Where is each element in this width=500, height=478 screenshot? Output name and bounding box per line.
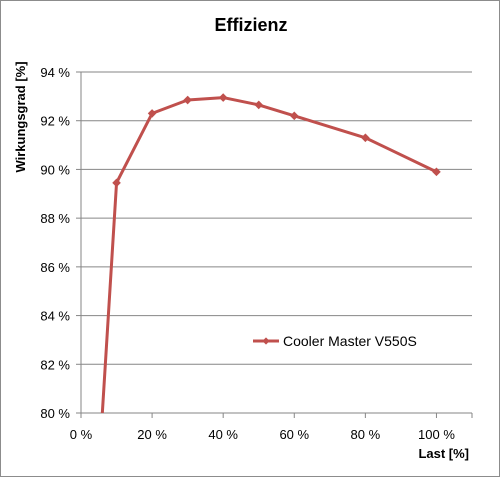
legend-label: Cooler Master V550S [283,333,417,349]
y-tick-label: 84 % [40,309,70,324]
tick-labels: 80 % 82 % 84 % 86 % 88 % 90 % 92 % 94 % 0 % 20 % 4… [40,65,455,442]
data-point [289,111,299,121]
y-axis-title: Wirkungsgrad [%] [13,61,28,172]
x-tick-label: 80 % [351,427,381,442]
x-tick-label: 20 % [137,427,167,442]
data-point [147,109,157,118]
x-tick-label: 40 % [208,427,238,442]
y-tick-label: 94 % [40,65,70,80]
data-point [361,133,370,143]
series-layer [100,93,441,414]
y-tick-label: 92 % [40,114,70,129]
chart-title: Effizienz [214,15,287,35]
data-point [183,95,192,105]
x-tick-label: 0 % [70,427,93,442]
legend-marker [262,337,270,345]
data-point [112,178,121,188]
y-tick-label: 82 % [40,357,70,372]
y-tick-label: 80 % [40,406,70,421]
series-line [100,96,438,414]
y-tick-label: 90 % [40,162,70,177]
x-tick-label: 100 % [418,427,455,442]
axes [76,71,473,418]
data-point [254,100,264,110]
gridlines [81,71,472,414]
x-tick-label: 60 % [279,427,309,442]
y-tick-label: 88 % [40,211,70,226]
legend: Cooler Master V550S [253,333,417,349]
y-tick-label: 86 % [40,260,70,275]
data-point [218,93,228,102]
data-point [432,167,441,177]
x-axis-title: Last [%] [418,446,469,461]
